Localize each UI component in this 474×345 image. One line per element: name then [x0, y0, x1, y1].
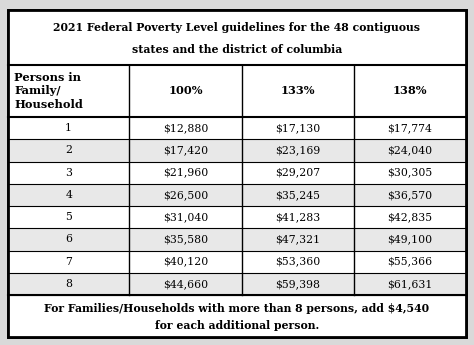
Text: 138%: 138% — [392, 86, 427, 97]
Text: $55,366: $55,366 — [387, 257, 432, 267]
Bar — [8, 250, 466, 273]
Text: 100%: 100% — [168, 86, 203, 97]
Text: 2021 Federal Poverty Level guidelines for the 48 contiguous: 2021 Federal Poverty Level guidelines fo… — [54, 22, 420, 33]
Bar — [8, 206, 466, 228]
Bar — [8, 273, 466, 295]
Text: $53,360: $53,360 — [275, 257, 320, 267]
Text: $35,580: $35,580 — [163, 234, 208, 244]
Text: 4: 4 — [65, 190, 72, 200]
Text: 6: 6 — [65, 234, 72, 244]
Text: $41,283: $41,283 — [275, 212, 320, 222]
Text: $30,305: $30,305 — [387, 168, 432, 178]
Text: $17,774: $17,774 — [387, 123, 432, 133]
Bar — [8, 139, 466, 161]
Text: $17,420: $17,420 — [163, 145, 208, 155]
Bar — [8, 161, 466, 184]
Text: 7: 7 — [65, 257, 72, 267]
Text: $49,100: $49,100 — [387, 234, 432, 244]
Text: $35,245: $35,245 — [275, 190, 320, 200]
Bar — [8, 65, 466, 117]
Text: $24,040: $24,040 — [387, 145, 432, 155]
Bar — [8, 228, 466, 250]
Text: $59,398: $59,398 — [275, 279, 320, 289]
Text: $47,321: $47,321 — [275, 234, 320, 244]
Text: $42,835: $42,835 — [387, 212, 432, 222]
Text: $26,500: $26,500 — [163, 190, 208, 200]
Text: $44,660: $44,660 — [163, 279, 208, 289]
Text: For Families/Households with more than 8 persons, add $4,540: For Families/Households with more than 8… — [45, 303, 429, 314]
Bar — [8, 295, 466, 337]
Text: $23,169: $23,169 — [275, 145, 320, 155]
Text: $61,631: $61,631 — [387, 279, 433, 289]
Text: Persons in
Family/
Household: Persons in Family/ Household — [14, 72, 83, 110]
Bar — [8, 184, 466, 206]
Bar — [8, 10, 466, 65]
Text: $40,120: $40,120 — [163, 257, 208, 267]
Text: 8: 8 — [65, 279, 72, 289]
Text: $21,960: $21,960 — [163, 168, 208, 178]
Text: for each additional person.: for each additional person. — [155, 320, 319, 331]
Text: $17,130: $17,130 — [275, 123, 320, 133]
Text: 3: 3 — [65, 168, 72, 178]
Text: 5: 5 — [65, 212, 72, 222]
Text: $29,207: $29,207 — [275, 168, 320, 178]
Text: $12,880: $12,880 — [163, 123, 208, 133]
Text: 1: 1 — [65, 123, 72, 133]
Text: 2: 2 — [65, 145, 72, 155]
Text: states and the district of columbia: states and the district of columbia — [132, 44, 342, 55]
Bar — [8, 117, 466, 139]
Text: $31,040: $31,040 — [163, 212, 208, 222]
Text: 133%: 133% — [281, 86, 315, 97]
Text: $36,570: $36,570 — [387, 190, 432, 200]
